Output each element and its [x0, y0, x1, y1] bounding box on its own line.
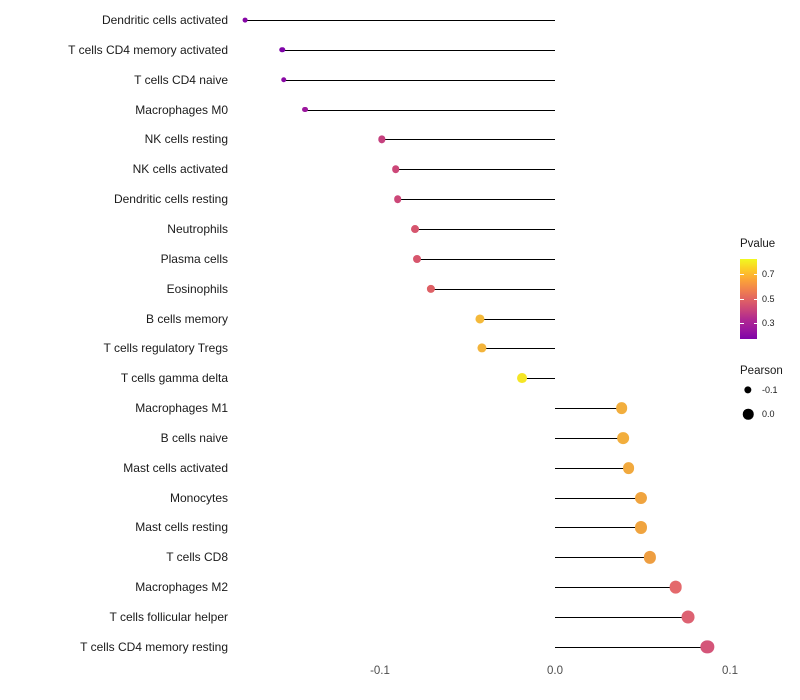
lollipop-dot [669, 580, 683, 594]
lollipop-stem [282, 49, 555, 51]
pearson-size-legend-item: 0.0 [740, 403, 800, 425]
pvalue-colorbar-tick-mark [753, 274, 757, 275]
lollipop-stem [555, 527, 641, 529]
lollipop-dot [391, 165, 400, 174]
category-label: NK cells activated [132, 162, 228, 177]
lollipop-stem [430, 288, 555, 290]
lollipop-dot [617, 432, 630, 444]
lollipop-dot [242, 17, 248, 23]
lollipop-dot [426, 284, 435, 293]
pearson-size-legend: -0.1 0.0 [740, 379, 800, 425]
lollipop-stem [555, 437, 624, 439]
pvalue-colorbar-tick-mark [740, 323, 744, 324]
lollipop-dot [476, 343, 487, 353]
category-label: Mast cells resting [135, 520, 228, 535]
category-label: T cells gamma delta [120, 371, 228, 386]
legend: Pvalue 0.7 0.5 0.3 Pearson -0.1 0.0 [740, 238, 800, 425]
pvalue-colorbar-gradient [740, 259, 757, 339]
lollipop-stem [555, 497, 641, 499]
pearson-size-legend-dot [744, 386, 752, 394]
lollipop-stem [555, 646, 708, 648]
category-label: T cells follicular helper [109, 610, 229, 624]
lollipop-stem [479, 318, 555, 320]
lollipop-dot [378, 135, 386, 144]
category-label: Mast cells activated [123, 460, 228, 475]
pvalue-colorbar-tick-label: 0.7 [762, 269, 775, 279]
lollipop-stem [304, 109, 555, 111]
category-label: T cells CD4 memory activated [68, 42, 228, 57]
pvalue-colorbar-tick-mark [753, 299, 757, 300]
pearson-size-legend-item: -0.1 [740, 379, 800, 401]
pearson-size-legend-label: 0.0 [762, 409, 775, 419]
lollipop-stem [395, 169, 555, 171]
category-label: B cells naive [160, 430, 228, 445]
pvalue-colorbar-tick-label: 0.3 [762, 318, 775, 328]
lollipop-stem [397, 199, 555, 201]
lollipop-dot [700, 640, 714, 654]
lollipop-stem [481, 348, 555, 350]
pvalue-colorbar: 0.7 0.5 0.3 [740, 259, 800, 339]
category-label: Dendritic cells resting [113, 192, 228, 207]
category-label: Eosinophils [166, 281, 228, 296]
lollipop-stem [381, 139, 555, 141]
category-label: Monocytes [169, 490, 228, 505]
lollipop-dot [280, 76, 287, 83]
category-label: T cells regulatory Tregs [103, 341, 229, 356]
lollipop-dot [643, 551, 656, 564]
x-tick-label: -0.1 [370, 665, 390, 677]
category-label: Plasma cells [160, 251, 228, 266]
category-label: Macrophages M0 [135, 102, 228, 117]
lollipop-dot [615, 402, 628, 414]
category-label: T cells CD4 memory resting [80, 639, 228, 654]
lollipop-dot [622, 461, 635, 474]
lollipop-stem [283, 79, 555, 81]
lollipop-stem [245, 20, 555, 21]
lollipop-dot [681, 610, 695, 624]
pvalue-legend-title: Pvalue [740, 238, 776, 250]
lollipop-dot [634, 521, 647, 534]
lollipop-stem [555, 587, 676, 589]
lollipop-dot [516, 373, 527, 384]
lollipop-stem [416, 258, 555, 260]
pvalue-colorbar-tick-label: 0.5 [762, 294, 775, 304]
lollipop-dot [301, 106, 308, 113]
lollipop-stem [555, 408, 622, 410]
category-label: B cells memory [145, 311, 228, 326]
x-tick-label: 0.1 [722, 665, 738, 677]
lollipop-stem [555, 617, 688, 618]
x-tick-label: 0.0 [547, 665, 563, 677]
lollipop-dot [634, 491, 647, 504]
lollipop-stem [555, 467, 629, 469]
pearson-legend-title: Pearson [740, 365, 783, 377]
pearson-size-legend-dot [742, 408, 754, 420]
category-label: T cells CD8 [166, 550, 228, 565]
lollipop-stem [521, 378, 555, 380]
category-label: Dendritic cells activated [101, 13, 228, 27]
pvalue-colorbar-tick-mark [740, 274, 744, 275]
pearson-size-legend-label: -0.1 [762, 385, 778, 395]
category-label: Macrophages M2 [135, 580, 228, 595]
lollipop-dot [475, 313, 485, 324]
category-label: T cells CD4 naive [134, 72, 228, 87]
lollipop-dot [412, 254, 421, 263]
category-label: Neutrophils [167, 221, 228, 236]
pvalue-colorbar-tick-mark [753, 323, 757, 324]
category-label: NK cells resting [144, 132, 228, 147]
category-label: Macrophages M1 [135, 401, 228, 416]
lollipop-stem [555, 557, 650, 559]
lollipop-dot [411, 224, 419, 233]
pvalue-colorbar-tick-mark [740, 299, 744, 300]
lollipop-dot [393, 195, 402, 203]
lollipop-stem [415, 228, 555, 230]
lollipop-dot [279, 47, 285, 53]
